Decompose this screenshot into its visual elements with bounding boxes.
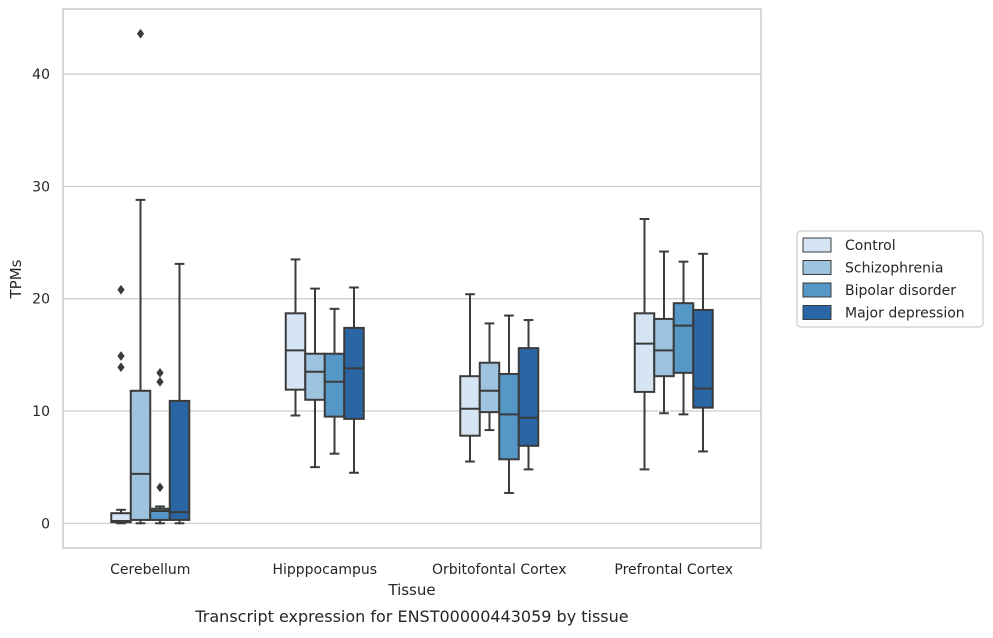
legend-swatch: [802, 260, 832, 275]
x-tick-label: Orbitofontal Cortex: [432, 562, 567, 578]
grid-layer: [63, 73, 761, 524]
box-group: [517, 319, 540, 471]
legend-swatch: [802, 282, 832, 298]
legend-label: Schizophrenia: [845, 261, 943, 277]
box-group: [304, 287, 326, 469]
x-tick-label: Hipppocampus: [272, 562, 377, 578]
legend: Control Schizophrenia Bipolar disorder Majo…: [796, 230, 984, 328]
box-group: [284, 258, 307, 417]
chart-caption: Transcript expression for ENST0000044305…: [194, 607, 628, 626]
box-group: [498, 314, 520, 494]
box-group: [459, 293, 481, 463]
legend-label: Major depression: [845, 306, 965, 322]
box-iqr: [672, 302, 695, 374]
box-iqr: [459, 375, 481, 437]
box-group: [343, 286, 365, 474]
outlier-point: [117, 362, 125, 373]
x-tick-label: Cerebellum: [110, 562, 190, 578]
y-tick-label: 40: [32, 67, 50, 83]
box-iqr: [653, 317, 675, 378]
outlier-point: [117, 351, 125, 361]
box-layer: [110, 28, 714, 525]
box-iqr: [168, 399, 191, 521]
box-group: [633, 217, 656, 471]
box-group: [653, 250, 675, 415]
outlier-point: [117, 284, 125, 295]
x-tick-label: Prefrontal Cortex: [614, 562, 733, 578]
outlier-point: [156, 367, 164, 378]
box-iqr: [323, 352, 346, 418]
box-iqr: [517, 347, 540, 447]
box-iqr: [304, 352, 326, 401]
y-axis-label: TPMs: [7, 259, 25, 299]
y-tick-label: 30: [32, 179, 50, 195]
y-tick-label: 0: [41, 516, 50, 532]
box-iqr: [478, 361, 501, 414]
plot-frame: [62, 8, 762, 549]
box-iqr: [692, 308, 714, 409]
legend-label: Control: [845, 238, 896, 254]
box-iqr: [129, 389, 152, 521]
box-iqr: [633, 312, 656, 393]
box-iqr: [343, 326, 365, 420]
legend-box: [796, 230, 984, 328]
y-axis: 0 10 20 30 40: [32, 67, 50, 532]
box-group: [478, 322, 501, 432]
outlier-point: [156, 376, 164, 387]
x-axis-label: Tissue: [387, 581, 435, 599]
box-group: [129, 28, 152, 525]
x-axis: Cerebellum Hipppocampus Orbitofontal Corte…: [110, 562, 733, 578]
outlier-point: [156, 482, 164, 493]
box-group: [168, 262, 191, 525]
outlier-point: [136, 28, 145, 39]
y-tick-label: 20: [32, 292, 50, 308]
legend-swatch: [802, 237, 832, 253]
legend-swatch: [802, 305, 832, 320]
box-group: [323, 307, 346, 455]
plot-border: [62, 8, 762, 549]
box-group: [110, 284, 132, 525]
legend-label: Bipolar disorder: [845, 283, 956, 299]
box-group: [692, 252, 714, 453]
box-iqr: [498, 372, 520, 461]
box-group: [149, 367, 171, 525]
box-iqr: [284, 312, 307, 391]
box-group: [672, 260, 695, 416]
y-tick-label: 10: [32, 404, 50, 420]
